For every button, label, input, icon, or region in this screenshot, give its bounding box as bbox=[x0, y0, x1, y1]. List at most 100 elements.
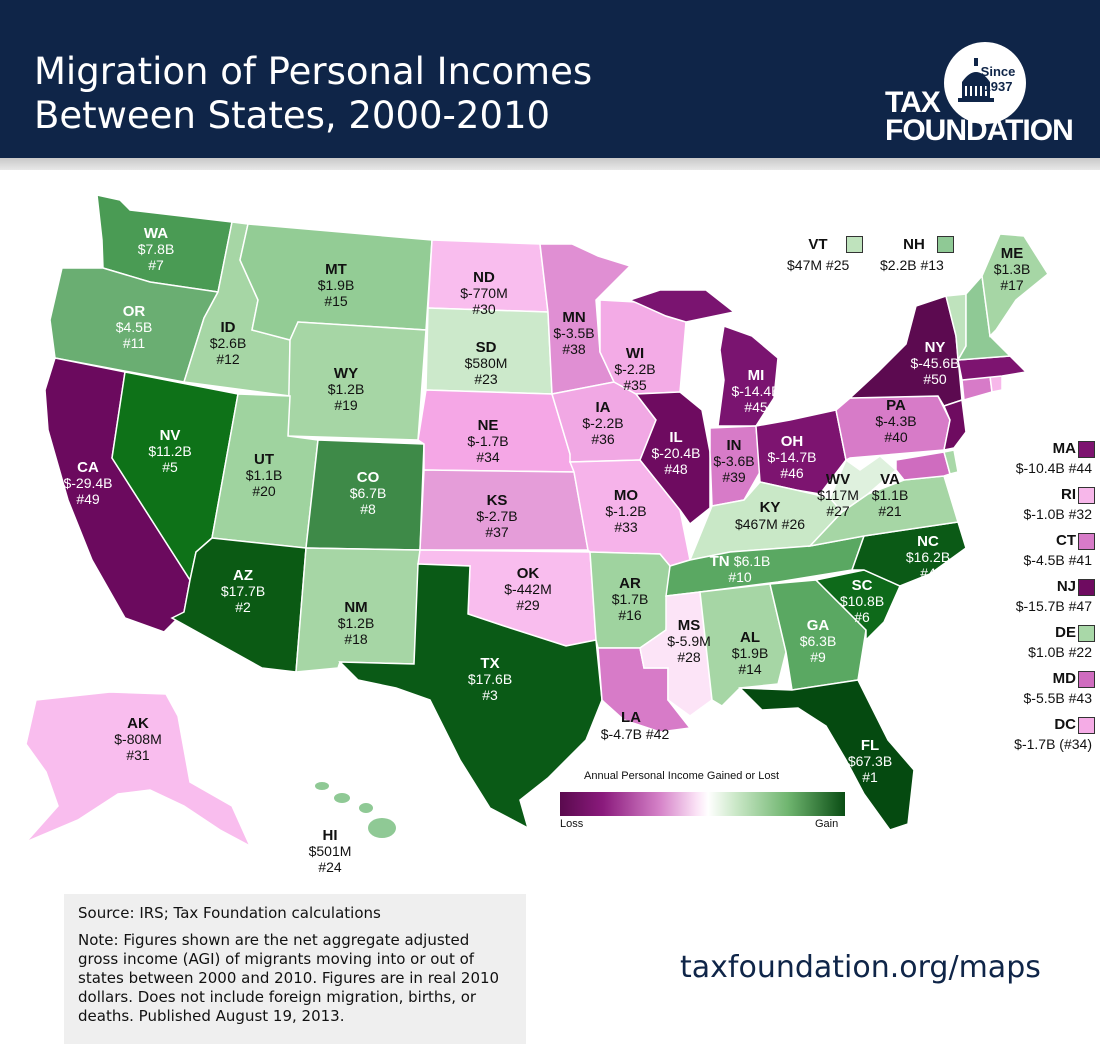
state-value-az: $17.7B bbox=[221, 583, 265, 599]
state-abbr-ar: AR bbox=[619, 575, 641, 592]
state-rank-in: #39 bbox=[722, 469, 746, 485]
state-rank-tx: #3 bbox=[482, 687, 498, 703]
side-abbr-ri: RI bbox=[1061, 486, 1076, 503]
legend-gain: Gain bbox=[815, 818, 839, 830]
source-text: Source: IRS; Tax Foundation calculations bbox=[78, 904, 381, 922]
side-abbr-ct: CT bbox=[1056, 532, 1076, 549]
side-value-ma: $-10.4B #44 bbox=[1015, 460, 1092, 476]
state-abbr-pa: PA bbox=[886, 397, 906, 414]
notes-box: Source: IRS; Tax Foundation calculations… bbox=[64, 894, 526, 1044]
side-abbr-ma: MA bbox=[1052, 440, 1076, 457]
side-abbr-nj: NJ bbox=[1056, 578, 1076, 595]
state-rank-wa: #7 bbox=[148, 257, 164, 273]
state-value-wv: $117M bbox=[817, 487, 859, 503]
state-rank-nc: #4 bbox=[920, 565, 936, 581]
state-value-id: $2.6B bbox=[210, 335, 247, 351]
vt-swatch bbox=[846, 236, 863, 253]
side-swatch-nj bbox=[1078, 579, 1095, 596]
state-rank-ut: #20 bbox=[252, 483, 276, 499]
state-value-ar: $1.7B bbox=[612, 591, 649, 607]
state-value-co: $6.7B bbox=[350, 485, 387, 501]
state-rank-or: #11 bbox=[123, 335, 146, 351]
state-rank-hi: #24 bbox=[318, 859, 342, 875]
state-value-la: $-4.7B #42 bbox=[601, 726, 670, 742]
state-hi bbox=[315, 782, 396, 838]
state-abbr-az: AZ bbox=[233, 567, 253, 584]
state-value-ca: $-29.4B bbox=[63, 475, 112, 491]
state-abbr-sd: SD bbox=[476, 339, 497, 356]
us-map bbox=[25, 194, 1049, 848]
logo-tax: TAX bbox=[885, 86, 941, 119]
state-label-tn: TN $6.1B bbox=[710, 553, 771, 570]
state-abbr-al: AL bbox=[740, 629, 760, 646]
state-value-sc: $10.8B bbox=[840, 593, 884, 609]
side-value-md: $-5.5B #43 bbox=[1023, 690, 1093, 706]
state-value-nd: $-770M bbox=[460, 285, 507, 301]
state-abbr-tx: TX bbox=[480, 655, 499, 672]
state-abbr-wy: WY bbox=[334, 365, 358, 382]
state-value-nm: $1.2B bbox=[338, 615, 375, 631]
header-bar bbox=[0, 0, 1100, 158]
state-rank-wi: #35 bbox=[623, 377, 647, 393]
state-value-wi: $-2.2B bbox=[614, 361, 655, 377]
state-value-tn: $6.1B bbox=[734, 553, 771, 569]
state-value-al: $1.9B bbox=[732, 645, 769, 661]
state-ak bbox=[25, 691, 252, 848]
state-value-hi: $501M bbox=[309, 843, 352, 859]
state-rank-il: #48 bbox=[664, 461, 688, 477]
state-rank-az: #2 bbox=[235, 599, 251, 615]
state-value-me: $1.3B bbox=[994, 261, 1031, 277]
state-abbr-ia: IA bbox=[596, 399, 611, 416]
state-abbr-mt: MT bbox=[325, 261, 347, 278]
state-rank-nv: #5 bbox=[162, 459, 178, 475]
state-value-mt: $1.9B bbox=[318, 277, 355, 293]
state-rank-sd: #23 bbox=[474, 371, 498, 387]
note-text: Note: Figures shown are the net aggregat… bbox=[78, 931, 500, 1025]
state-rank-mt: #15 bbox=[324, 293, 348, 309]
state-wy bbox=[287, 321, 427, 441]
state-rank-mo: #33 bbox=[614, 519, 638, 535]
state-abbr-co: CO bbox=[357, 469, 380, 486]
state-mi-upper bbox=[627, 289, 736, 323]
state-value-fl: $67.3B bbox=[848, 753, 892, 769]
state-abbr-or: OR bbox=[123, 303, 146, 320]
side-abbr-de: DE bbox=[1055, 624, 1076, 641]
state-abbr-fl: FL bbox=[861, 737, 879, 754]
logo-year: 1937 bbox=[983, 79, 1013, 94]
side-swatch-md bbox=[1078, 671, 1095, 688]
state-value-sd: $580M bbox=[465, 355, 508, 371]
state-abbr-ga: GA bbox=[807, 617, 830, 634]
state-rank-tn: #10 bbox=[728, 569, 752, 585]
title-line-2: Between States, 2000-2010 bbox=[34, 94, 551, 137]
state-rank-fl: #1 bbox=[862, 769, 878, 785]
state-abbr-nv: NV bbox=[160, 427, 181, 444]
nh-value: $2.2B #13 bbox=[880, 257, 944, 273]
state-rank-wy: #19 bbox=[334, 397, 358, 413]
state-abbr-ms: MS bbox=[678, 617, 701, 634]
state-rank-ca: #49 bbox=[76, 491, 100, 507]
state-abbr-mn: MN bbox=[562, 309, 585, 326]
side-value-ct: $-4.5B #41 bbox=[1023, 552, 1093, 568]
legend-title: Annual Personal Income Gained or Lost bbox=[584, 770, 780, 782]
state-de bbox=[943, 449, 959, 475]
state-value-ks: $-2.7B bbox=[476, 508, 517, 524]
capitol-logo-icon: Since 1937 bbox=[944, 42, 1026, 124]
state-rank-oh: #46 bbox=[780, 465, 804, 481]
state-rank-ny: #50 bbox=[923, 371, 947, 387]
site-url[interactable]: taxfoundation.org/maps bbox=[680, 950, 1041, 985]
state-abbr-ne: NE bbox=[478, 417, 499, 434]
side-value-ri: $-1.0B #32 bbox=[1023, 506, 1093, 522]
state-value-mo: $-1.2B bbox=[605, 503, 646, 519]
state-abbr-nd: ND bbox=[473, 269, 495, 286]
state-abbr-la: LA bbox=[621, 709, 641, 726]
state-rank-mi: #45 bbox=[744, 399, 768, 415]
state-abbr-wa: WA bbox=[144, 225, 168, 242]
state-me bbox=[981, 233, 1049, 338]
logo-since: Since bbox=[980, 64, 1016, 79]
state-abbr-ky: KY bbox=[760, 499, 781, 516]
state-abbr-hi: HI bbox=[323, 827, 338, 844]
logo-foundation: FOUNDATION bbox=[885, 114, 1074, 147]
state-abbr-id: ID bbox=[221, 319, 236, 336]
state-abbr-sc: SC bbox=[852, 577, 873, 594]
state-rank-wv: #27 bbox=[826, 503, 850, 519]
